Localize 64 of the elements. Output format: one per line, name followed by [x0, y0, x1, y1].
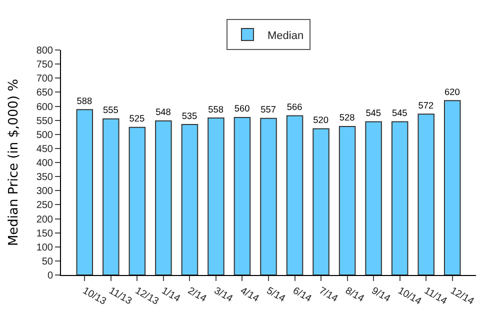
y-tick-label: 200 [36, 214, 54, 226]
bar [312, 128, 330, 275]
x-tick-label: 5/14 [264, 285, 288, 305]
data-label: 525 [129, 114, 145, 124]
x-tick-label: 1/14 [159, 285, 182, 305]
bar [234, 117, 251, 275]
y-tick-label: 450 [36, 144, 54, 155]
bar [391, 121, 408, 275]
x-tick-label: 7/14 [317, 285, 340, 305]
y-tick-label: 500 [36, 130, 54, 141]
x-tick-label: 10/14 [396, 285, 424, 308]
y-tick-label: 0 [47, 270, 54, 282]
x-tick-label: 8/14 [343, 285, 366, 305]
data-label: 555 [103, 105, 118, 116]
data-label: 566 [286, 102, 302, 112]
y-tick-label: 750 [36, 60, 54, 71]
bar [181, 124, 198, 275]
x-tick-label: 6/14 [290, 285, 314, 305]
y-tick-label: 600 [36, 102, 54, 113]
data-label: 520 [313, 114, 328, 125]
y-tick-label: 700 [36, 74, 54, 85]
x-tick-label: 11/13 [106, 285, 134, 308]
bar [102, 118, 120, 275]
y-tick-label: 650 [36, 88, 54, 99]
x-tick-label: 10/13 [80, 285, 108, 308]
y-axis-title: Median Price (in $,000) % [6, 78, 22, 246]
y-tick-label: 50 [42, 256, 54, 268]
x-tick-label: 12/14 [448, 285, 476, 308]
y-tick-label: 800 [36, 46, 54, 56]
y-tick-label: 150 [36, 228, 54, 240]
x-tick-label: 11/14 [422, 285, 449, 308]
bar [76, 109, 94, 275]
x-tick-label: 4/14 [238, 285, 261, 305]
bar [155, 120, 172, 275]
data-label: 588 [76, 96, 92, 106]
bar [208, 118, 224, 275]
x-tick-label: 12/13 [133, 285, 161, 308]
bar [338, 126, 356, 275]
x-tick-label: 3/14 [212, 285, 235, 305]
bar [365, 121, 382, 275]
bar [260, 118, 277, 275]
data-label: 548 [156, 107, 171, 118]
y-tick-label: 250 [36, 200, 54, 212]
bar [418, 114, 434, 275]
legend-label: Median [268, 30, 304, 42]
data-label: 560 [234, 104, 250, 114]
data-label: 557 [260, 104, 276, 115]
y-tick-label: 350 [36, 172, 54, 184]
data-label: 545 [392, 108, 408, 118]
x-tick-label: 9/14 [370, 285, 392, 305]
y-tick-label: 300 [36, 186, 54, 198]
bar [128, 126, 146, 275]
y-tick-label: 550 [36, 116, 54, 127]
data-label: 558 [208, 104, 224, 114]
bar [286, 115, 304, 275]
data-label: 572 [418, 100, 434, 110]
data-label: 620 [444, 86, 460, 97]
x-tick-label: 2/14 [186, 285, 208, 305]
y-tick-label: 100 [36, 242, 54, 254]
data-label: 545 [366, 108, 382, 118]
data-label: 528 [339, 112, 355, 123]
bar [444, 100, 461, 275]
data-label: 535 [182, 110, 198, 121]
y-tick-label: 400 [36, 158, 54, 169]
